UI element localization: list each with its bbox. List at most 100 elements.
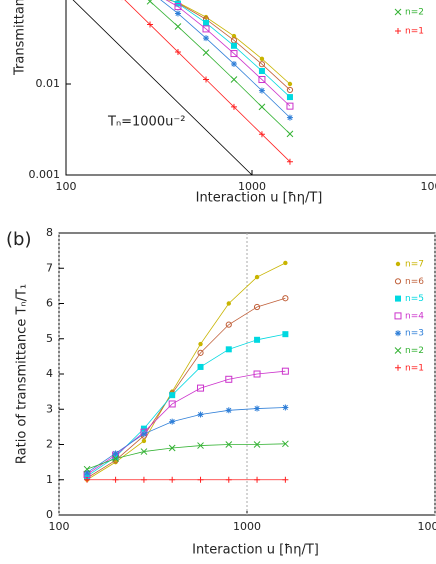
y-tick-label: 0 [46, 508, 53, 521]
legend-entry: n=2 [394, 8, 424, 18]
marker [283, 260, 288, 266]
marker [230, 42, 237, 49]
series-line [86, 370, 286, 475]
legend-marker [394, 8, 402, 16]
marker [112, 450, 119, 457]
marker [286, 114, 293, 121]
marker [225, 375, 233, 383]
marker [112, 476, 119, 483]
y-tick-label: 6 [46, 297, 53, 310]
legend-label: n=4 [405, 311, 424, 321]
x-axis-label: Interaction u [ħη/T] [196, 191, 323, 206]
legend-marker [395, 295, 401, 302]
marker [281, 367, 289, 375]
series-line [86, 262, 286, 481]
legend-marker [394, 347, 402, 354]
series-line [165, 0, 291, 107]
marker [254, 476, 261, 483]
marker [84, 469, 91, 476]
marker [203, 19, 210, 26]
marker [84, 473, 91, 480]
marker [140, 430, 147, 437]
marker [230, 50, 238, 58]
series-line [166, 0, 291, 85]
marker [83, 465, 91, 473]
marker [258, 103, 266, 111]
series-line [168, 0, 291, 91]
legend-marker [395, 261, 401, 267]
marker [197, 363, 204, 370]
marker [169, 392, 176, 399]
marker [254, 405, 261, 412]
marker [174, 48, 181, 55]
marker [258, 61, 266, 68]
marker [258, 87, 265, 94]
chart-panel: 100 1000 10000 0.001 0.01 Interaction u [ħη/T… [13, 0, 436, 206]
marker [282, 440, 289, 448]
legend-marker [394, 312, 402, 320]
marker [112, 455, 119, 462]
marker [286, 94, 293, 101]
marker [286, 86, 294, 94]
marker [286, 130, 294, 138]
marker [282, 331, 289, 338]
marker [286, 102, 294, 110]
series-line [86, 443, 286, 470]
marker [112, 453, 119, 460]
marker [140, 476, 147, 483]
legend-marker [395, 28, 401, 34]
series-line [124, 0, 291, 162]
x-tick-label: 100 [56, 180, 77, 193]
marker [253, 370, 261, 378]
y-tick-label: 4 [46, 367, 53, 380]
marker [254, 274, 260, 280]
marker [282, 404, 289, 411]
marker [230, 76, 238, 83]
marker [286, 158, 293, 165]
legend-label: n=7 [405, 260, 424, 270]
marker [140, 425, 147, 432]
marker [225, 346, 232, 353]
marker [174, 23, 182, 30]
legend-entry: n=7 [395, 260, 424, 270]
marker [174, 3, 182, 11]
marker [226, 301, 231, 306]
series-line [86, 407, 286, 474]
series-line [147, 0, 291, 135]
marker [197, 476, 204, 483]
marker [231, 33, 237, 39]
legend-label: n=5 [405, 294, 424, 304]
marker [225, 321, 232, 328]
marker [202, 49, 210, 57]
marker [259, 56, 265, 62]
series-line [160, 0, 291, 118]
marker [146, 0, 154, 5]
marker [147, 21, 154, 28]
marker [168, 400, 176, 408]
reference-line [72, 0, 253, 175]
x-axis-label: Interaction u [ħη/T] [192, 543, 319, 558]
chart-panel: 100 1000 10000 0 1 2 3 4 5 6 7 8 Interaction u [ħη/T… [6, 226, 436, 558]
marker [203, 35, 210, 42]
plot-frame [65, 0, 436, 176]
x-tick-label: 10000 [421, 180, 436, 193]
legend-entry: n=2 [394, 346, 424, 356]
marker [254, 336, 261, 343]
legend-label: n=2 [405, 8, 424, 18]
marker [174, 10, 181, 17]
y-axis-label: Transmittance [13, 0, 28, 76]
y-tick-label: 2 [46, 438, 53, 451]
marker [169, 476, 176, 483]
legend-entry: n=5 [395, 294, 424, 304]
marker [197, 349, 204, 356]
marker [197, 442, 204, 449]
legend-label: n=1 [405, 27, 424, 37]
series-line [86, 333, 286, 477]
legend-entry: n=6 [394, 277, 424, 287]
marker [84, 476, 91, 483]
legend-entry: n=4 [394, 311, 424, 321]
marker [203, 76, 210, 83]
x-tick-label: 100 [49, 520, 70, 533]
marker [169, 418, 176, 425]
